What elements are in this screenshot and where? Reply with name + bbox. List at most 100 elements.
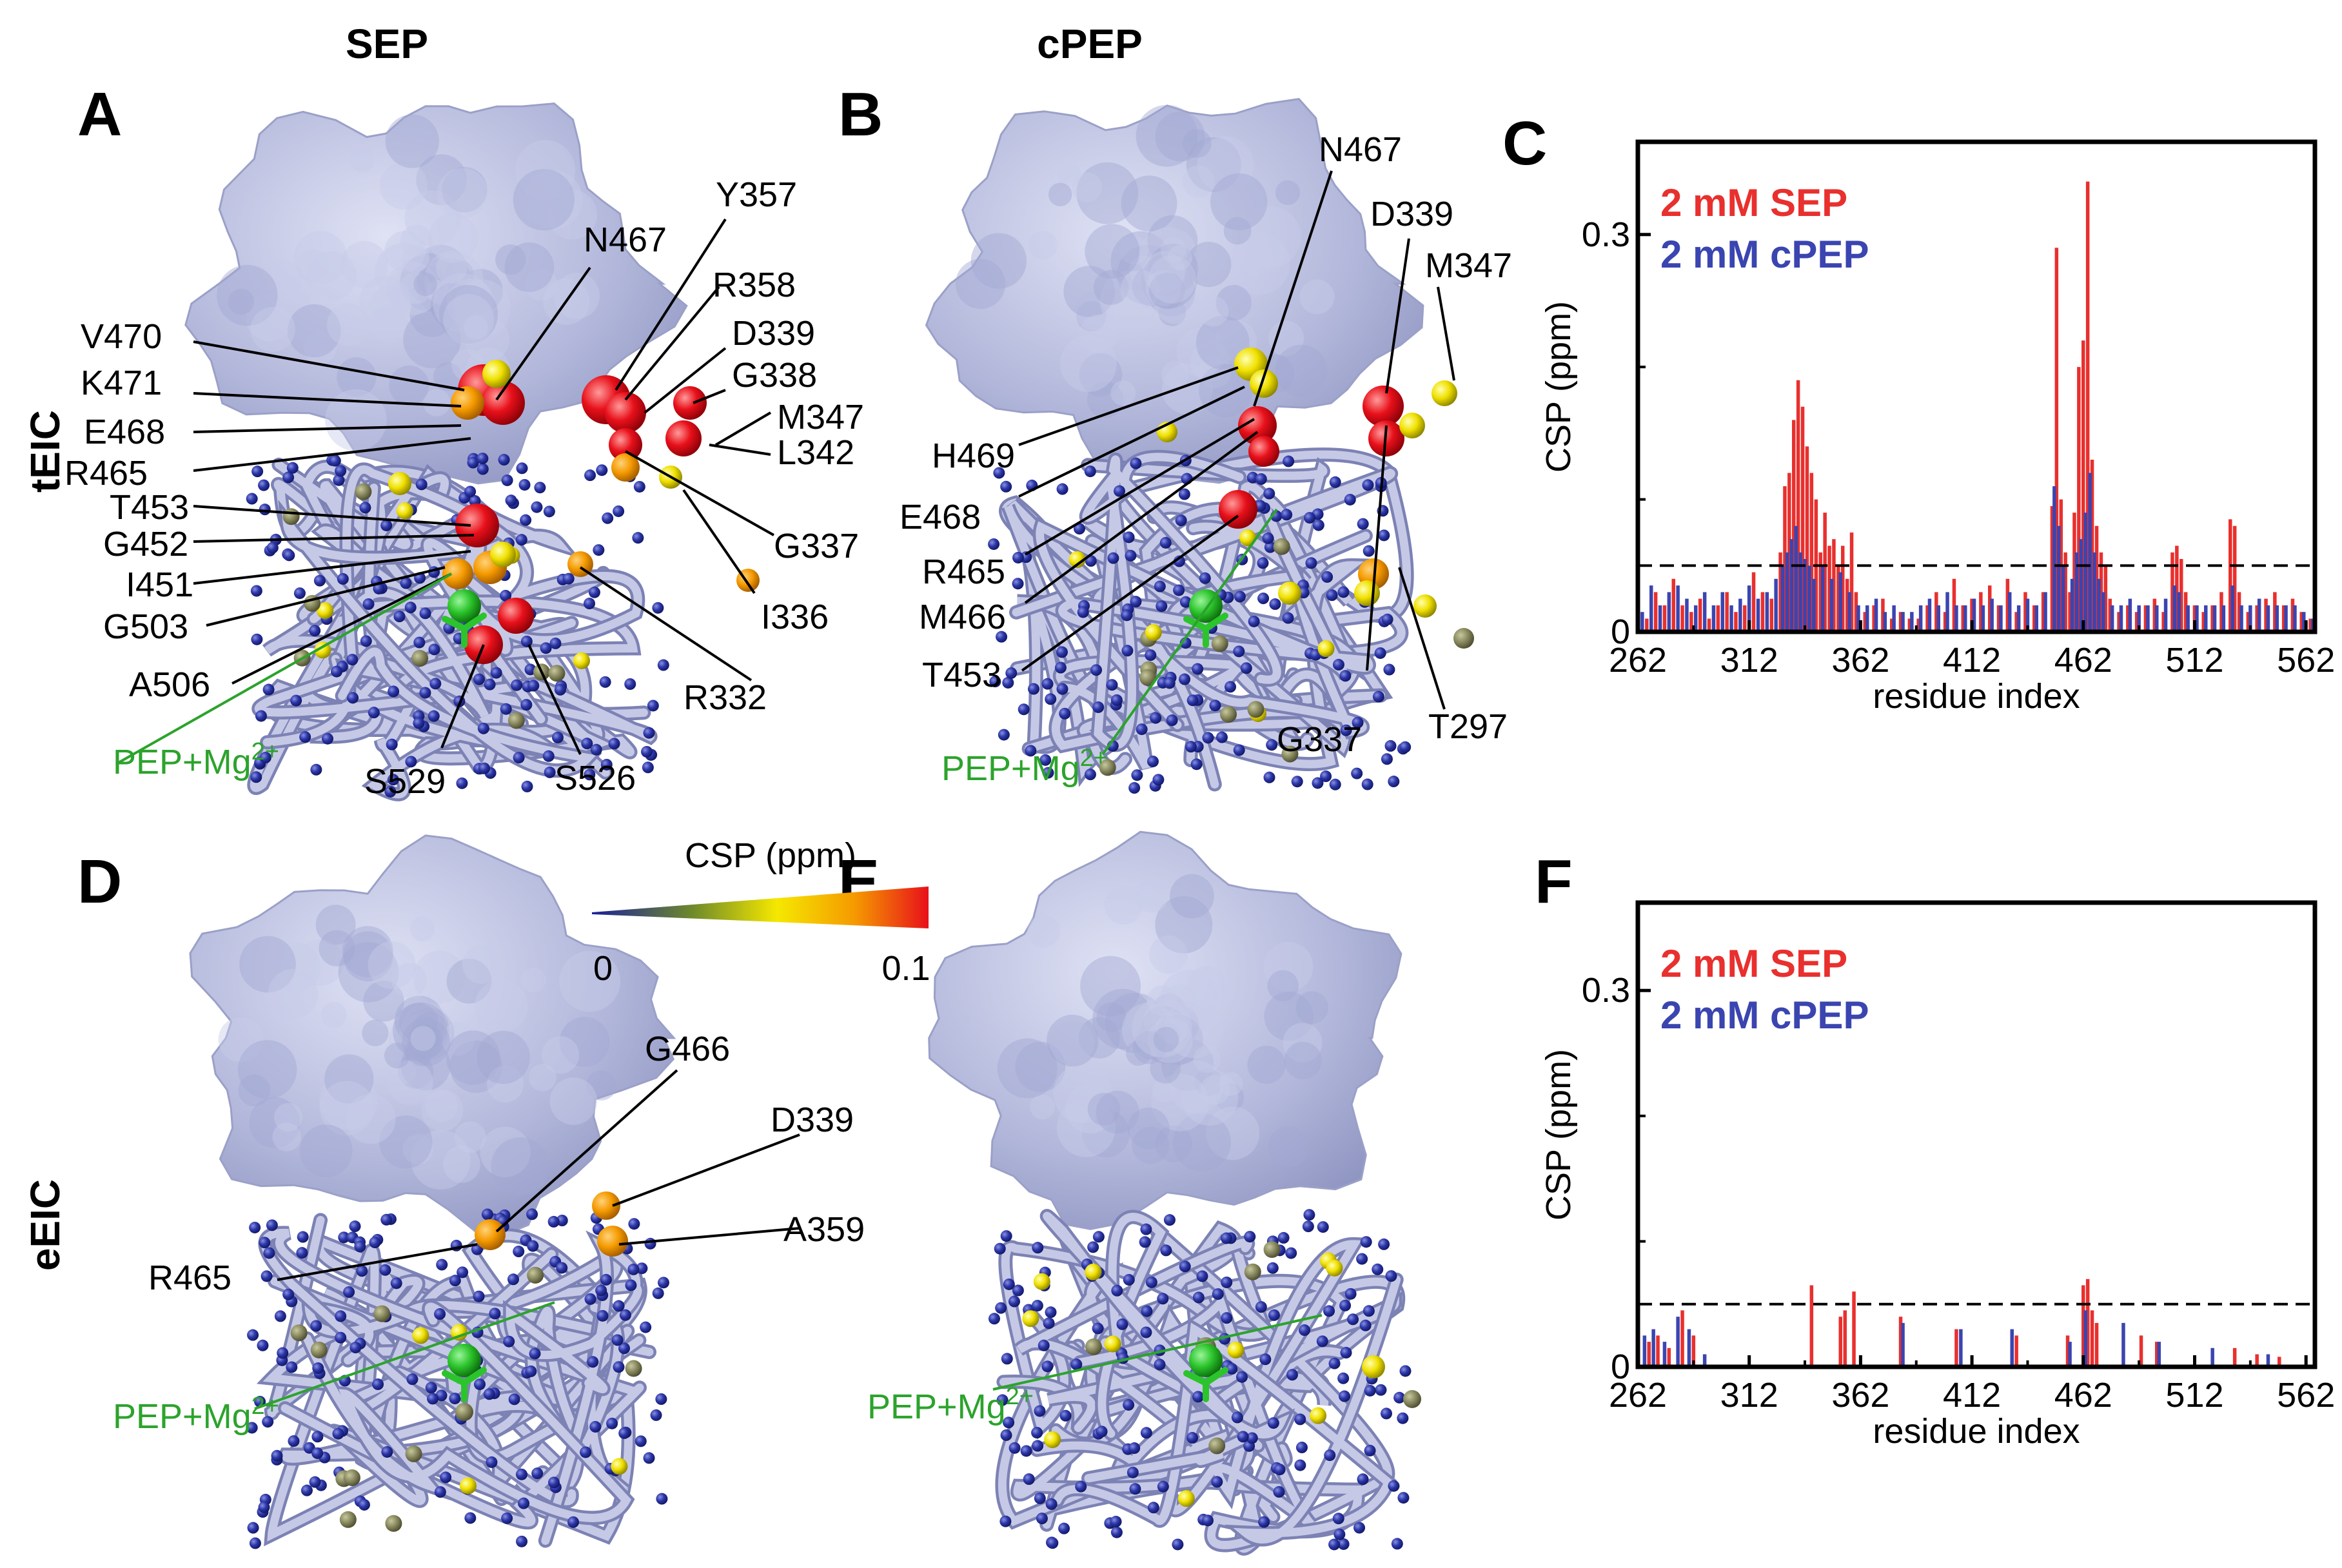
surface-texture: [1134, 1023, 1170, 1060]
residue-sphere: [999, 1515, 1012, 1527]
bar-cpep: [1874, 598, 1878, 632]
surface-texture: [1200, 1075, 1230, 1105]
bar-sep: [1787, 473, 1791, 632]
surface-texture: [1087, 1092, 1121, 1126]
protein-surface: [928, 830, 1402, 1230]
residue-sphere: [413, 636, 426, 649]
residue-sphere: [1114, 485, 1126, 497]
residue-sphere: [1106, 679, 1118, 691]
csp-sphere: [592, 1191, 620, 1220]
residue-sphere: [297, 1231, 309, 1243]
bar-sep: [1872, 605, 1876, 632]
surface-texture: [454, 1121, 486, 1153]
residue-sphere: [996, 631, 1008, 643]
label-b-h469: H469: [932, 436, 1015, 475]
x-tick-label: 312: [1720, 641, 1778, 680]
surface-texture: [1156, 271, 1181, 296]
surface-texture: [435, 252, 467, 284]
bar-sep: [2081, 340, 2085, 632]
surface-texture: [293, 231, 348, 284]
legend-cpep: 2 mM cPEP: [1660, 994, 1869, 1037]
residue-sphere: [257, 1339, 269, 1351]
residue-sphere: [1299, 1324, 1311, 1337]
residue-sphere: [266, 542, 279, 554]
label-a-i451: I451: [126, 565, 193, 604]
bar-cpep: [1765, 592, 1769, 632]
surface-texture: [446, 1030, 500, 1085]
bar-sep: [1916, 618, 1920, 632]
csp-sphere: [1363, 386, 1404, 427]
residue-sphere: [606, 1417, 618, 1429]
residue-sphere: [1087, 1241, 1099, 1253]
surface-texture: [342, 931, 393, 982]
csp-sphere: [1278, 582, 1301, 605]
bar-sep: [2068, 592, 2072, 632]
residue-sphere: [425, 1382, 437, 1394]
surface-texture: [391, 963, 427, 998]
residue-sphere: [508, 1393, 520, 1406]
surface-texture: [1146, 985, 1177, 1016]
residue-sphere: [405, 1445, 422, 1462]
residue-sphere: [346, 654, 359, 666]
residue-sphere: [584, 469, 596, 482]
residue-sphere: [1233, 744, 1245, 756]
surface-texture: [416, 257, 475, 317]
surface-texture: [1155, 1125, 1192, 1162]
residue-sphere: [1337, 586, 1350, 598]
surface-texture: [379, 1115, 433, 1169]
residue-sphere: [1166, 714, 1178, 727]
surface-texture: [1047, 1014, 1099, 1067]
residue-sphere: [1353, 1522, 1366, 1534]
bar-cpep: [2230, 585, 2234, 632]
surface-texture: [1057, 162, 1081, 186]
residue-sphere: [993, 467, 1005, 479]
structure-teic-cpep: [925, 97, 1474, 794]
residue-sphere: [1220, 705, 1237, 723]
surface-texture: [549, 1077, 598, 1125]
residue-sphere: [589, 1420, 602, 1433]
residue-sphere: [1008, 1295, 1020, 1308]
residue-sphere: [1045, 1498, 1058, 1510]
bar-cpep: [2302, 612, 2306, 632]
bar-cpep: [2157, 1342, 2161, 1367]
residue-sphere: [1397, 1412, 1409, 1424]
bar-sep: [1852, 1291, 1856, 1367]
bar-sep: [2014, 612, 2018, 632]
residue-sphere: [1045, 693, 1057, 705]
residue-sphere: [1145, 1276, 1157, 1288]
residue-sphere: [573, 652, 590, 669]
residue-sphere: [543, 505, 555, 518]
residue-sphere: [373, 582, 385, 594]
residue-sphere: [1291, 776, 1303, 788]
surface-texture: [303, 331, 337, 364]
surface-texture: [1104, 885, 1143, 925]
residue-sphere: [372, 1378, 384, 1391]
residue-sphere: [1041, 1360, 1054, 1373]
surface-texture: [515, 140, 576, 201]
bar-cpep: [1756, 598, 1760, 632]
residue-sphere: [584, 1293, 596, 1305]
residue-sphere: [1227, 1341, 1245, 1358]
residue-sphere: [633, 480, 645, 493]
surface-texture: [1110, 231, 1171, 291]
csp-sphere: [455, 1403, 473, 1421]
residue-sphere: [1150, 712, 1162, 724]
csp-sphere: [609, 428, 642, 462]
surface-texture: [416, 154, 467, 206]
residue-sphere: [1221, 1312, 1233, 1324]
residue-sphere: [1381, 613, 1393, 625]
residue-sphere: [1302, 1220, 1314, 1233]
residue-sphere: [1157, 1480, 1169, 1493]
surface-texture: [1193, 1045, 1221, 1073]
residue-sphere: [1364, 1384, 1376, 1396]
residue-sphere: [339, 1511, 357, 1528]
x-tick-label: 562: [2277, 1376, 2335, 1415]
label-a-s526: S526: [555, 759, 636, 798]
row-header-eeic: eEIC: [22, 1179, 68, 1271]
bar-cpep: [1720, 592, 1724, 632]
residue-sphere: [1163, 1214, 1176, 1226]
residue-sphere: [1022, 1310, 1039, 1328]
bar-cpep: [1901, 612, 1905, 632]
residue-sphere: [994, 1242, 1006, 1255]
bar-sep: [2081, 1285, 2085, 1367]
